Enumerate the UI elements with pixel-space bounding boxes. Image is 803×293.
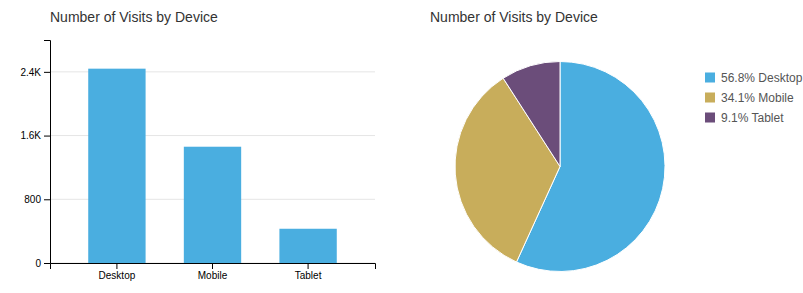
tick: Mobile — [198, 263, 228, 281]
chart-title: Number of Visits by Device — [50, 9, 218, 25]
bar-panel: Number of Visits by Device 0 800 1.6K 2.4K De… — [20, 9, 375, 281]
bar — [279, 229, 336, 263]
legend-item: 9.1% Tablet — [705, 111, 784, 125]
bar — [88, 69, 145, 263]
tick-mark — [44, 199, 50, 200]
bars — [88, 69, 337, 263]
pie-panel: Number of Visits by Device 56.8% Desktop 3… — [430, 9, 803, 272]
legend: 56.8% Desktop 34.1% Mobile 9.1% Tablet — [705, 71, 803, 125]
tick-mark — [116, 263, 117, 269]
tick-mark — [212, 263, 213, 269]
legend-swatch — [705, 113, 715, 123]
slices — [455, 62, 665, 272]
tick: 1.6K — [20, 130, 50, 141]
legend-label: 9.1% Tablet — [721, 111, 784, 125]
tick-label: 0 — [35, 258, 41, 269]
axis-line — [44, 41, 51, 264]
tick: 800 — [24, 194, 50, 205]
tick: Desktop — [99, 263, 136, 281]
tick-label: Mobile — [198, 270, 228, 281]
chart-root: Number of Visits by Device 0 800 1.6K 2.4K De… — [0, 0, 803, 293]
tick: 0 — [35, 258, 50, 269]
bar — [184, 147, 241, 263]
legend-item: 56.8% Desktop — [705, 71, 803, 85]
chart-title: Number of Visits by Device — [430, 9, 598, 25]
tick-label: Tablet — [295, 270, 322, 281]
tick-label: 1.6K — [20, 130, 41, 141]
tick-label: 800 — [24, 194, 41, 205]
tick-mark — [44, 263, 50, 264]
tick-mark — [44, 136, 50, 137]
tick-mark — [44, 72, 50, 73]
y-axis: 0 800 1.6K 2.4K — [20, 41, 50, 269]
tick: 2.4K — [20, 67, 50, 78]
legend-item: 34.1% Mobile — [705, 91, 794, 105]
x-axis: Desktop Mobile Tablet — [51, 263, 376, 281]
tick-label: 2.4K — [20, 67, 41, 78]
legend-swatch — [705, 93, 715, 103]
axis-line — [51, 264, 376, 270]
legend-label: 34.1% Mobile — [721, 91, 794, 105]
tick-mark — [308, 263, 309, 269]
tick-label: Desktop — [99, 270, 136, 281]
tick: Tablet — [295, 263, 322, 281]
pie-slice — [503, 62, 560, 167]
legend-swatch — [705, 73, 715, 83]
legend-label: 56.8% Desktop — [721, 71, 803, 85]
